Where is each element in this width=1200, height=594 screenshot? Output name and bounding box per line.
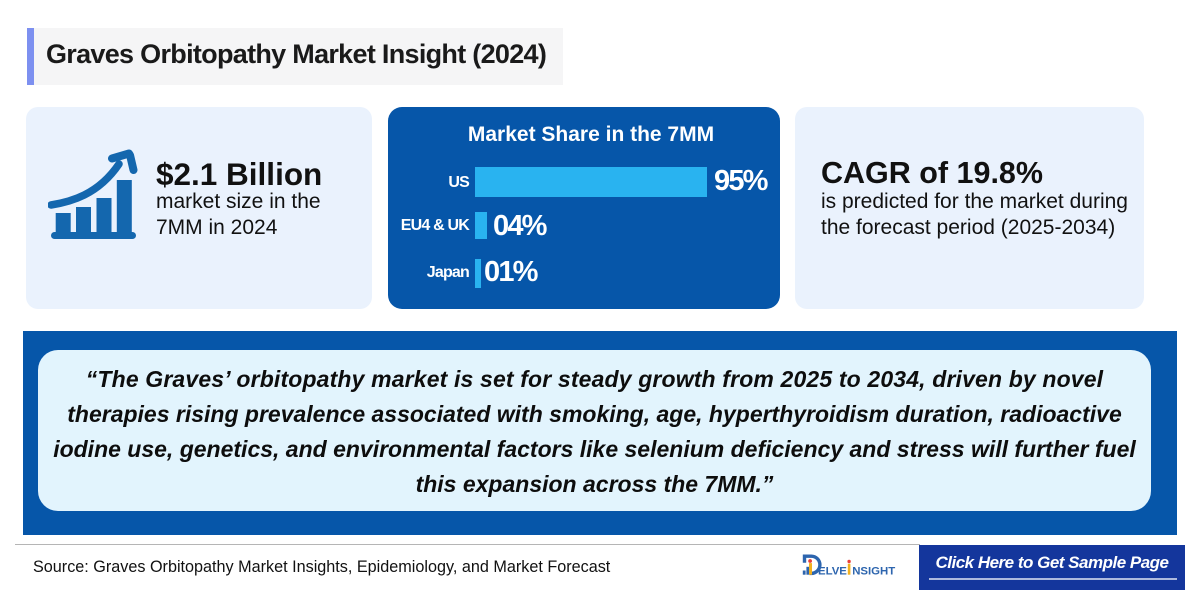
svg-text:ELVE: ELVE xyxy=(818,566,847,578)
svg-text:NSIGHT: NSIGHT xyxy=(852,566,895,578)
